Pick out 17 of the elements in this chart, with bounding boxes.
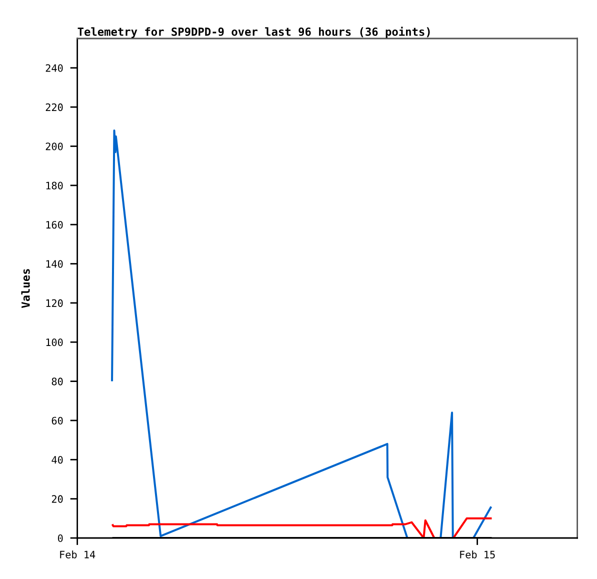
y-tick-label: 180	[46, 182, 63, 190]
y-tick-label: 0	[58, 534, 63, 542]
y-tick-label: 100	[46, 338, 63, 346]
y-axis-title: Values	[21, 269, 30, 308]
y-tick-label: 20	[52, 495, 63, 503]
y-tick-label: 220	[46, 103, 63, 112]
chart-title: Telemetry for SP9DPD-9 over last 96 hours (36 points)	[78, 26, 430, 38]
y-tick-label: 80	[52, 378, 63, 386]
y-tick-label: 140	[46, 260, 63, 268]
y-tick-label: 200	[46, 142, 63, 150]
x-tick-label: Feb 15	[460, 550, 495, 558]
y-tick-label: 60	[52, 416, 63, 424]
y-tick-label: 40	[52, 456, 63, 464]
y-tick-label: 120	[46, 299, 63, 307]
y-tick-label: 160	[46, 220, 63, 229]
y-tick-label: 240	[46, 64, 63, 72]
x-tick-label: Feb 14	[60, 550, 96, 558]
